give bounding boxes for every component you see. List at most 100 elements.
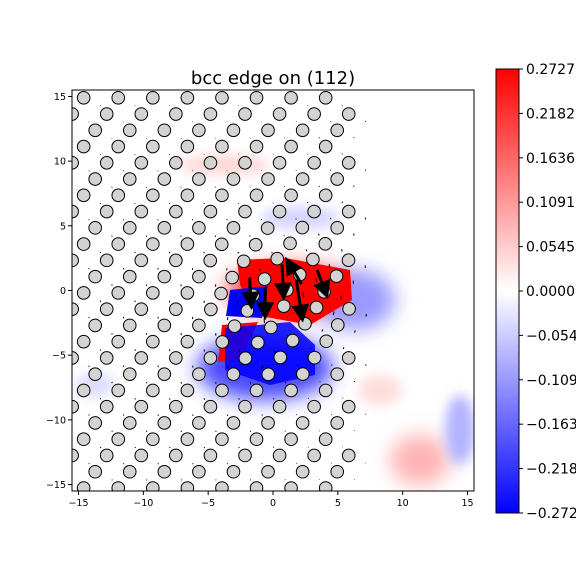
atom-marker <box>215 188 229 203</box>
atom-marker <box>226 123 241 138</box>
atom-marker <box>249 188 264 203</box>
atom-marker <box>146 286 160 300</box>
quiver-arrow <box>318 185 320 188</box>
atom-marker <box>295 416 310 430</box>
atom-marker <box>226 367 241 381</box>
atom-marker <box>111 286 126 300</box>
quiver-arrow <box>305 249 308 252</box>
atom-marker <box>192 221 206 235</box>
atom-marker <box>146 432 160 447</box>
atom-marker <box>295 172 310 186</box>
atom-marker <box>76 334 91 349</box>
colorbar-tick-label: 0.1636 <box>526 151 575 167</box>
quiver-arrow <box>284 430 286 432</box>
atom-marker <box>318 383 333 398</box>
atom-marker <box>203 156 218 170</box>
colorbar-tick-label: −0.0545 <box>526 328 576 344</box>
atom-marker <box>169 302 183 316</box>
atom-marker <box>99 107 114 121</box>
atom-marker <box>192 464 206 479</box>
atom-marker <box>329 269 344 283</box>
atom-marker <box>249 90 264 105</box>
atom-marker <box>111 432 126 447</box>
quiver-arrow <box>268 303 271 309</box>
quiver-arrow <box>226 219 228 221</box>
atom-marker <box>122 318 137 333</box>
colorbar-tick-label: 0.1091 <box>526 195 575 211</box>
displacement-arrows <box>241 256 331 323</box>
atom-marker <box>180 188 195 203</box>
atom-marker <box>272 204 287 219</box>
quiver-arrow <box>295 218 297 220</box>
atom-marker <box>180 286 195 300</box>
atom-marker <box>76 481 91 491</box>
atom-marker <box>272 156 287 170</box>
atom-marker <box>295 220 310 235</box>
atom-marker <box>76 432 91 447</box>
quiver-arrow <box>354 330 356 333</box>
x-axis: −15 −10 −5 0 5 10 15 <box>68 491 474 509</box>
atom-marker <box>99 448 114 463</box>
atom-marker <box>99 351 114 365</box>
atom-marker <box>180 237 195 251</box>
atom-marker <box>261 172 275 186</box>
atom-marker <box>111 334 126 349</box>
atom-marker <box>146 139 160 154</box>
atom-marker <box>272 448 287 463</box>
quiver-arrow <box>259 268 262 272</box>
atom-marker <box>249 139 264 154</box>
quiver-arrow <box>296 414 298 416</box>
atom-marker <box>284 481 298 491</box>
quiver-arrow <box>329 217 332 220</box>
y-tick-label: −5 <box>52 351 66 362</box>
atom-marker <box>227 319 242 333</box>
atom-marker <box>157 172 172 186</box>
atom-marker <box>284 139 298 154</box>
atom-marker <box>134 448 149 463</box>
atom-marker <box>270 251 285 266</box>
atom-marker <box>307 156 321 170</box>
x-tick-label: 10 <box>397 498 409 509</box>
atom-marker <box>203 399 218 414</box>
atom-marker <box>111 188 126 203</box>
atom-marker <box>318 188 333 203</box>
atom-marker <box>192 269 206 284</box>
x-tick-label: −15 <box>68 498 88 509</box>
atom-marker <box>341 448 356 463</box>
atom-marker <box>295 123 310 138</box>
quiver-arrow <box>296 364 299 367</box>
atom-marker <box>341 107 356 121</box>
atom-marker <box>225 270 239 285</box>
atom-marker <box>146 481 160 491</box>
plot-area <box>72 90 474 491</box>
atom-marker <box>330 367 344 381</box>
atom-marker <box>261 464 275 479</box>
quiver-arrow <box>317 233 320 236</box>
atom-marker <box>180 139 195 154</box>
y-axis: −15 −10 −5 0 5 10 15 <box>46 92 72 491</box>
atom-marker <box>157 416 172 430</box>
colorbar: 0.2727 0.2182 0.1636 0.1091 0.0545 0.0000 −0.0… <box>495 62 576 522</box>
atom-marker <box>284 188 298 203</box>
atom-marker <box>226 464 241 479</box>
atom-marker <box>192 367 206 381</box>
atom-marker <box>134 204 149 219</box>
atom-marker <box>238 351 253 366</box>
atom-marker <box>257 272 272 286</box>
quiver-arrow <box>302 292 305 298</box>
atom-marker <box>122 367 137 381</box>
atom-marker <box>341 156 356 170</box>
colorbar-tick-label: 0.2727 <box>526 62 575 78</box>
atom-marker <box>134 107 149 121</box>
atom-marker <box>215 335 230 349</box>
atom-marker <box>99 302 114 316</box>
atom-marker <box>215 90 229 105</box>
atom-marker <box>341 399 356 414</box>
atom-marker <box>341 253 356 268</box>
atom-marker <box>203 107 218 121</box>
atom-marker <box>157 123 172 138</box>
atom-marker <box>203 351 218 365</box>
atom-marker <box>261 416 275 430</box>
colorbar-tick-label: 0.0000 <box>526 284 575 300</box>
atom-marker <box>238 448 252 463</box>
